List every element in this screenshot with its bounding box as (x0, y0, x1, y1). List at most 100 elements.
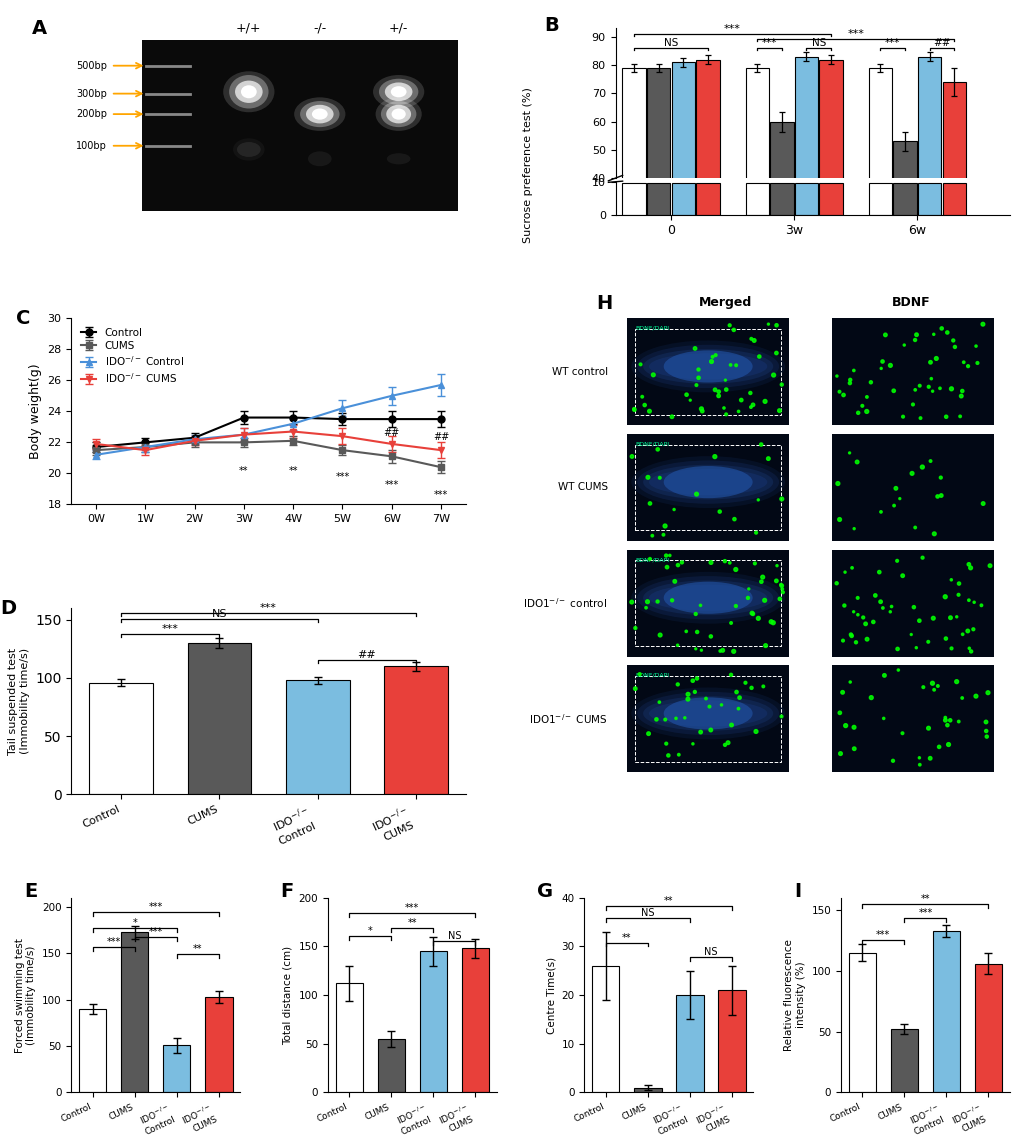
Bar (335, 983, 363, 1092)
Text: #: # (338, 415, 346, 426)
Ellipse shape (631, 340, 785, 393)
Ellipse shape (386, 154, 410, 164)
Text: **: ** (920, 893, 929, 904)
Ellipse shape (240, 85, 257, 98)
Text: ***: *** (917, 908, 931, 918)
Text: ***: *** (260, 603, 277, 613)
Text: **: ** (288, 465, 298, 476)
Text: E: E (24, 882, 38, 901)
Ellipse shape (308, 151, 331, 166)
Ellipse shape (380, 101, 416, 127)
Legend: Control, CUMS, IDO$^{-/-}$ Control, IDO$^{-/-}$ CUMS: Control, CUMS, IDO$^{-/-}$ Control, IDO$… (76, 323, 187, 389)
Bar (383, 666, 447, 794)
Y-axis label: Forced swimming test
(Immobility time/s): Forced swimming test (Immobility time/s) (14, 938, 37, 1053)
Ellipse shape (631, 571, 785, 624)
Text: 200bp: 200bp (75, 109, 107, 119)
Text: 300bp: 300bp (76, 89, 107, 99)
Text: ##: ## (432, 432, 448, 443)
Ellipse shape (637, 345, 779, 388)
Text: Merged: Merged (699, 296, 752, 308)
Bar (285, 681, 350, 794)
Ellipse shape (643, 349, 772, 384)
Ellipse shape (229, 75, 268, 108)
Text: ***: *** (107, 937, 121, 947)
Text: NS: NS (641, 908, 654, 918)
Text: NS: NS (811, 38, 825, 48)
Text: ***: *** (335, 472, 350, 481)
Text: WT control: WT control (551, 366, 607, 377)
Bar (79, 1009, 106, 1092)
Bar (646, 183, 669, 215)
Text: H: H (595, 295, 611, 313)
Text: IDO1$^{-/-}$ control: IDO1$^{-/-}$ control (523, 596, 607, 610)
Bar (942, 183, 965, 215)
Bar (622, 183, 645, 215)
Bar (745, 183, 768, 215)
Text: NS: NS (703, 947, 717, 957)
Text: ***: *** (875, 930, 890, 940)
Text: I: I (793, 882, 800, 901)
Text: **: ** (238, 465, 249, 476)
Text: BDNF: BDNF (891, 296, 929, 308)
Bar (622, 68, 645, 291)
Bar (942, 82, 965, 291)
Bar (121, 932, 149, 1092)
Bar (794, 57, 817, 291)
Text: +/+: +/+ (235, 20, 261, 34)
Text: Sucrose preference test (%): Sucrose preference test (%) (523, 88, 533, 242)
Y-axis label: Relative fluorescence
intensity (%): Relative fluorescence intensity (%) (784, 939, 805, 1052)
Text: F: F (280, 882, 293, 901)
Text: D: D (0, 599, 16, 618)
Ellipse shape (663, 582, 752, 613)
Bar (893, 141, 916, 291)
Text: +/-: +/- (388, 20, 408, 34)
Text: A: A (32, 19, 47, 39)
Ellipse shape (631, 687, 785, 740)
Bar (868, 183, 892, 215)
Bar (868, 68, 892, 291)
Ellipse shape (236, 142, 261, 157)
Text: ***: *** (847, 30, 863, 39)
Bar (848, 953, 875, 1092)
Bar (377, 1039, 405, 1092)
Bar (931, 931, 959, 1092)
Bar (893, 183, 916, 215)
Y-axis label: Total distance (cm): Total distance (cm) (282, 946, 292, 1045)
Ellipse shape (643, 696, 772, 731)
Text: ##: ## (357, 650, 376, 660)
Y-axis label: Body weight(g): Body weight(g) (29, 363, 42, 459)
Text: WT CUMS: WT CUMS (557, 483, 607, 493)
Bar (676, 995, 703, 1092)
Bar (671, 63, 694, 291)
Bar (205, 997, 232, 1092)
Y-axis label: Tail suspended test
(Immobility time/s): Tail suspended test (Immobility time/s) (8, 648, 30, 754)
Bar (890, 1029, 917, 1092)
Ellipse shape (648, 353, 766, 379)
Text: **: ** (663, 896, 673, 906)
Text: **: ** (193, 945, 203, 954)
Ellipse shape (643, 580, 772, 616)
Text: ***: *** (405, 904, 419, 914)
Ellipse shape (234, 81, 262, 102)
Bar (917, 57, 941, 291)
Text: C: C (16, 308, 31, 328)
Text: BDNF/DAPI: BDNF/DAPI (635, 673, 668, 678)
Ellipse shape (631, 456, 785, 508)
Ellipse shape (373, 75, 424, 108)
Ellipse shape (663, 351, 752, 382)
Bar (696, 183, 719, 215)
Bar (769, 183, 793, 215)
Bar (634, 1088, 661, 1092)
Text: BDNF/DAPI: BDNF/DAPI (635, 325, 668, 331)
Ellipse shape (379, 79, 418, 105)
Ellipse shape (391, 108, 406, 119)
Bar (818, 183, 842, 215)
Ellipse shape (306, 105, 333, 123)
Bar (974, 964, 1001, 1092)
Text: ***: *** (884, 38, 900, 48)
Ellipse shape (663, 467, 752, 498)
Bar (671, 183, 694, 215)
Text: BDNF/DAPI: BDNF/DAPI (635, 442, 668, 446)
Bar (163, 1045, 191, 1092)
Text: **: ** (408, 918, 417, 927)
